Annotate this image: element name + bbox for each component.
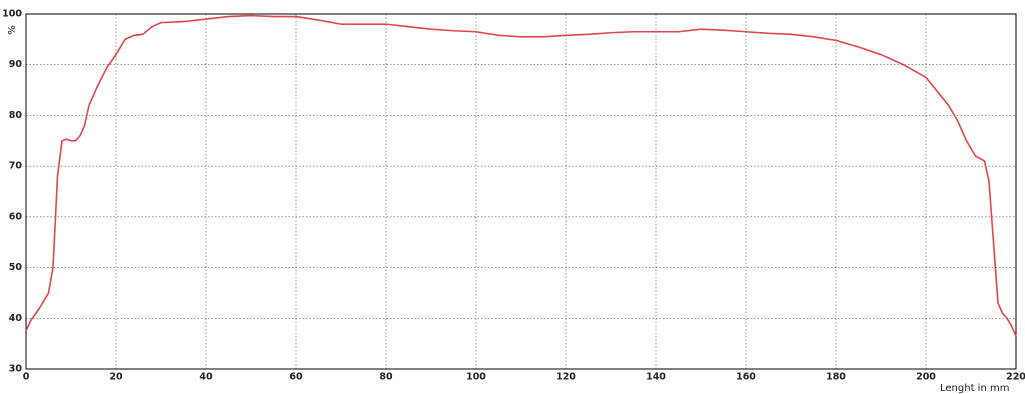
x-tick-label: 100 xyxy=(466,372,486,383)
x-tick-label: 80 xyxy=(379,372,393,383)
x-tick-label: 120 xyxy=(556,372,576,383)
y-tick-label: 30 xyxy=(9,364,23,375)
y-tick-label: 90 xyxy=(9,59,23,70)
y-tick-label: 70 xyxy=(9,161,23,172)
y-tick-label: 100 xyxy=(2,9,22,20)
y-tick-label: 60 xyxy=(9,211,23,222)
data-line xyxy=(25,14,1017,337)
y-tick-label: 50 xyxy=(9,262,23,273)
x-tick-label: 140 xyxy=(646,372,666,383)
x-tick-label: 220 xyxy=(1006,372,1025,383)
y-tick-label: 80 xyxy=(9,110,23,121)
y-axis-label: % xyxy=(7,25,18,35)
x-tick-label: 40 xyxy=(199,372,213,383)
x-tick-label: 20 xyxy=(109,372,123,383)
x-tick-label: 180 xyxy=(826,372,846,383)
x-tick-label: 60 xyxy=(289,372,303,383)
x-axis-label: Lenght in mm xyxy=(940,383,1009,394)
x-tick-label: 160 xyxy=(736,372,756,383)
y-tick-label: 40 xyxy=(9,313,23,324)
x-tick-label: 200 xyxy=(916,372,936,383)
plot-frame xyxy=(25,13,1017,370)
x-tick-label: 0 xyxy=(23,372,30,383)
